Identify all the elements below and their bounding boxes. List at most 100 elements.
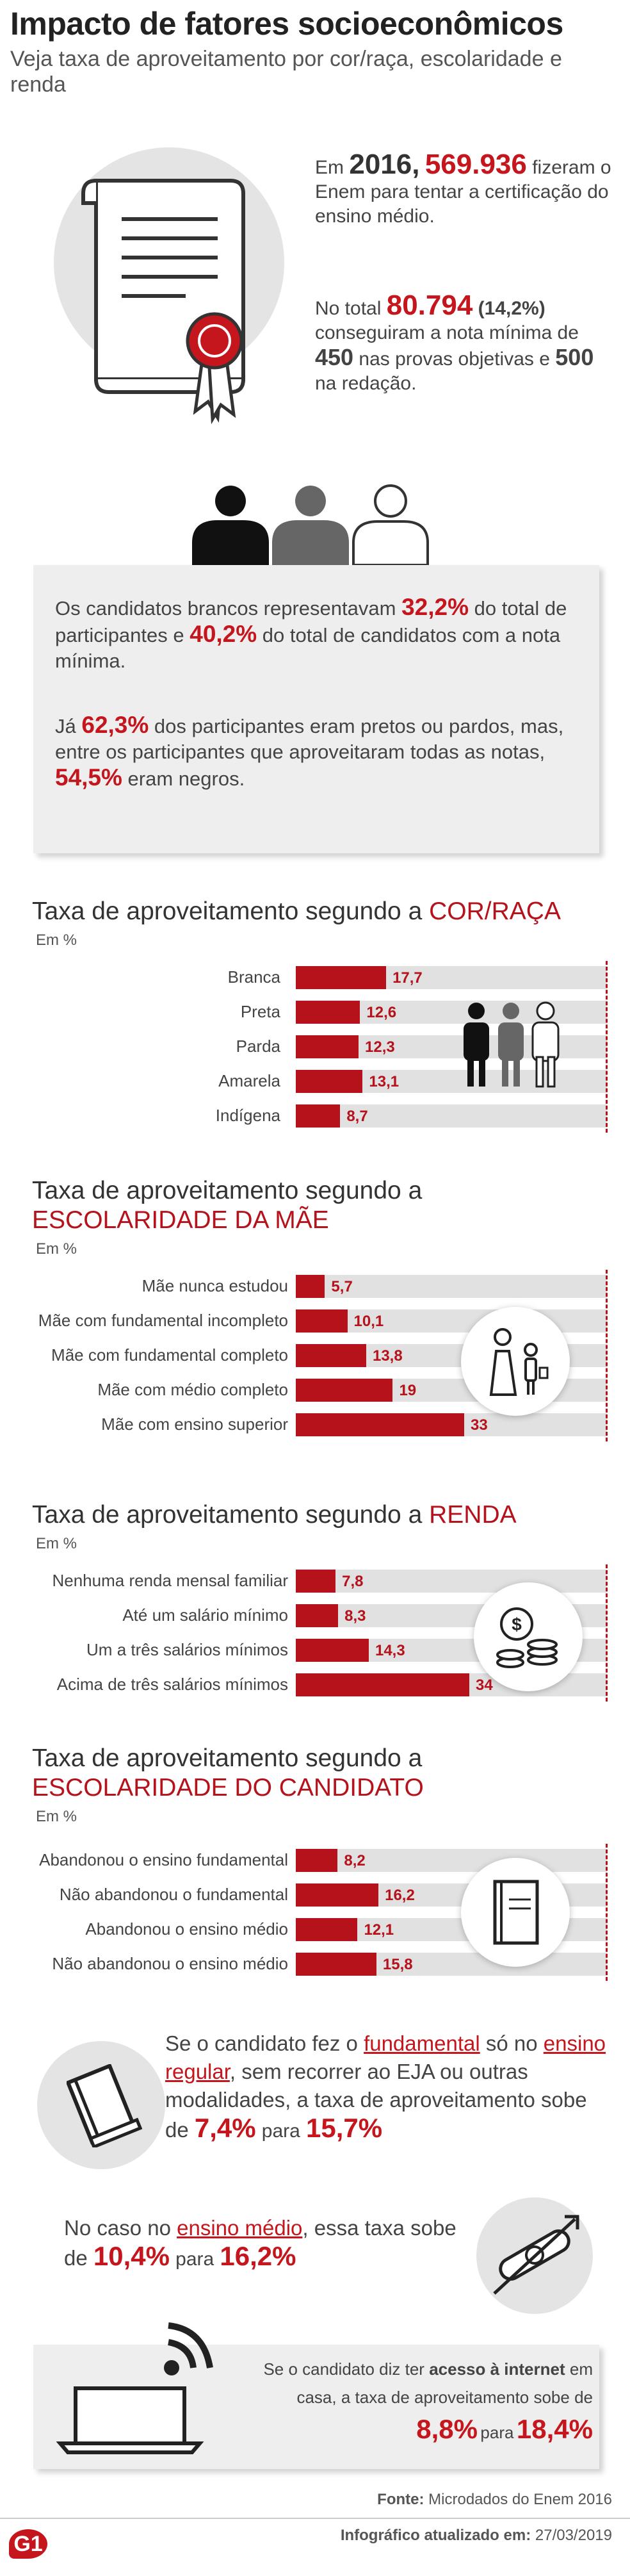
chart-unit-2: Em % — [36, 1535, 77, 1552]
bar — [296, 1035, 359, 1058]
chart-title-2: Taxa de aproveitamento segundo a RENDA — [32, 1500, 608, 1530]
bar-value-label: 5,7 — [331, 1278, 353, 1295]
chart-title-prefix: Taxa de aproveitamento segundo a — [32, 1177, 423, 1204]
bar — [296, 1570, 336, 1593]
bar-track — [296, 1849, 607, 1872]
bar-value-label: 13,8 — [372, 1347, 403, 1365]
medio-text: No caso no ensino médio, essa taxa sobe … — [64, 2216, 456, 2271]
chart-title-prefix: Taxa de aproveitamento segundo a — [32, 898, 430, 925]
bar-label: Parda — [236, 1037, 280, 1056]
bar-value-label: 7,8 — [342, 1573, 364, 1590]
bar-value-label: 33 — [471, 1416, 488, 1434]
bar-value-label: 8,3 — [344, 1607, 366, 1625]
chart-reference-line — [606, 961, 608, 1133]
footer-divider — [0, 2518, 630, 2519]
bar-value-label: 8,2 — [344, 1852, 366, 1869]
bar-label: Mãe nunca estudou — [141, 1276, 288, 1295]
race-summary-box — [33, 565, 599, 853]
updated-note: Infográfico atualizado em: 27/03/2019 — [340, 2527, 612, 2544]
bar — [296, 1639, 369, 1662]
bar-label: Não abandonou o ensino médio — [52, 1954, 288, 1973]
bar — [296, 1673, 469, 1696]
bar-label: Até um salário mínimo — [122, 1605, 288, 1625]
intro-paragraph-2: No total 80.794 (14,2%) conseguiram a no… — [315, 290, 594, 395]
certificate-icon — [81, 179, 245, 425]
bar-label: Um a três salários mínimos — [86, 1640, 288, 1659]
bar-value-label: 13,1 — [369, 1073, 400, 1090]
coins-icon-circle — [474, 1582, 583, 1691]
bar-value-label: 34 — [475, 1677, 493, 1694]
people-icon — [192, 484, 429, 565]
bar-value-label: 16,2 — [385, 1887, 415, 1904]
chart-title-1: Taxa de aproveitamento segundo a ESCOLAR… — [32, 1176, 608, 1235]
chart-title-highlight: ESCOLARIDADE DA MÃE — [32, 1206, 329, 1234]
intro-paragraph-1: Em 2016, 569.936 fizeram o Enem para ten… — [315, 149, 611, 227]
bar-track — [296, 1275, 607, 1298]
chart-title-highlight: ESCOLARIDADE DO CANDIDATO — [32, 1774, 424, 1801]
bar-value-label: 10,1 — [353, 1313, 384, 1330]
bar — [296, 1344, 366, 1367]
bar-label: Mãe com fundamental completo — [51, 1345, 288, 1365]
chart-unit-3: Em % — [36, 1808, 77, 1825]
source-note: Fonte: Microdados do Enem 2016 — [377, 2491, 612, 2508]
chart-title-0: Taxa de aproveitamento segundo a COR/RAÇ… — [32, 897, 608, 926]
bar-label: Mãe com ensino superior — [101, 1415, 288, 1434]
chart-title-3: Taxa de aproveitamento segundo a ESCOLAR… — [32, 1744, 608, 1803]
diploma-icon — [493, 2215, 579, 2295]
bar-label: Mãe com fundamental incompleto — [38, 1311, 288, 1330]
bar-track — [296, 1104, 607, 1128]
bar — [296, 1953, 376, 1976]
chart-reference-line — [606, 1270, 608, 1441]
fundamental-text: Se o candidato fez o fundamental só no e… — [165, 2031, 606, 2143]
bar — [296, 1104, 341, 1128]
chart-unit-1: Em % — [36, 1240, 77, 1258]
svg-text:$: $ — [512, 1614, 522, 1634]
mother-child-icon-circle — [461, 1307, 570, 1416]
chart-title-highlight: RENDA — [429, 1501, 517, 1529]
book-icon — [67, 2064, 143, 2147]
mother-child-icon — [489, 1328, 549, 1396]
bar-label: Preta — [240, 1002, 280, 1021]
bar — [296, 1001, 360, 1024]
bar-value-label: 19 — [399, 1382, 417, 1399]
bar-value-label: 12,6 — [366, 1004, 397, 1021]
bar-value-label: 15,8 — [382, 1956, 413, 1973]
people-small-icon — [464, 1001, 560, 1088]
bar-track — [296, 1570, 607, 1593]
coins-icon: $ — [496, 1607, 558, 1668]
g1-logo: G1 — [9, 2529, 47, 2559]
race-summary-text-2: Já 62,3% dos participantes eram pretos o… — [55, 712, 564, 791]
chart-title-prefix: Taxa de aproveitamento segundo a — [32, 1501, 430, 1529]
chart-reference-line — [606, 1564, 608, 1702]
bar — [296, 1309, 348, 1333]
bar-label: Indígena — [215, 1106, 280, 1125]
bar-value-label: 8,7 — [346, 1108, 368, 1125]
bar-value-label: 12,3 — [365, 1038, 395, 1056]
bar-label: Nenhuma renda mensal familiar — [52, 1571, 288, 1590]
bar — [296, 1918, 358, 1941]
bar — [296, 1413, 465, 1436]
bar — [296, 1604, 339, 1627]
bar — [296, 1883, 379, 1907]
internet-text: Se o candidato diz ter acesso à internet… — [263, 2359, 593, 2444]
bar — [296, 1379, 393, 1402]
race-summary-text-1: Os candidatos brancos representavam 32,2… — [55, 594, 567, 673]
chart-title-highlight: COR/RAÇA — [429, 898, 561, 925]
chart-reference-line — [606, 1844, 608, 1981]
bar-label: Branca — [227, 967, 280, 987]
page-title: Impacto de fatores socioeconômicos — [10, 6, 563, 42]
bar-label: Abandonou o ensino fundamental — [39, 1850, 288, 1869]
chart-unit-0: Em % — [36, 931, 77, 949]
page-subtitle: Veja taxa de aproveitamento por cor/raça… — [10, 47, 562, 97]
bar — [296, 966, 387, 989]
chart-title-prefix: Taxa de aproveitamento segundo a — [32, 1744, 423, 1772]
bar-label: Amarela — [218, 1071, 280, 1090]
bar-label: Acima de três salários mínimos — [56, 1675, 288, 1694]
bar-label: Mãe com médio completo — [97, 1380, 288, 1399]
bar-value-label: 14,3 — [375, 1642, 405, 1659]
bar — [296, 1070, 363, 1093]
bar — [296, 1849, 338, 1872]
bar-value-label: 12,1 — [364, 1921, 394, 1939]
bar-value-label: 17,7 — [392, 969, 423, 987]
notebook-icon — [493, 1880, 539, 1945]
